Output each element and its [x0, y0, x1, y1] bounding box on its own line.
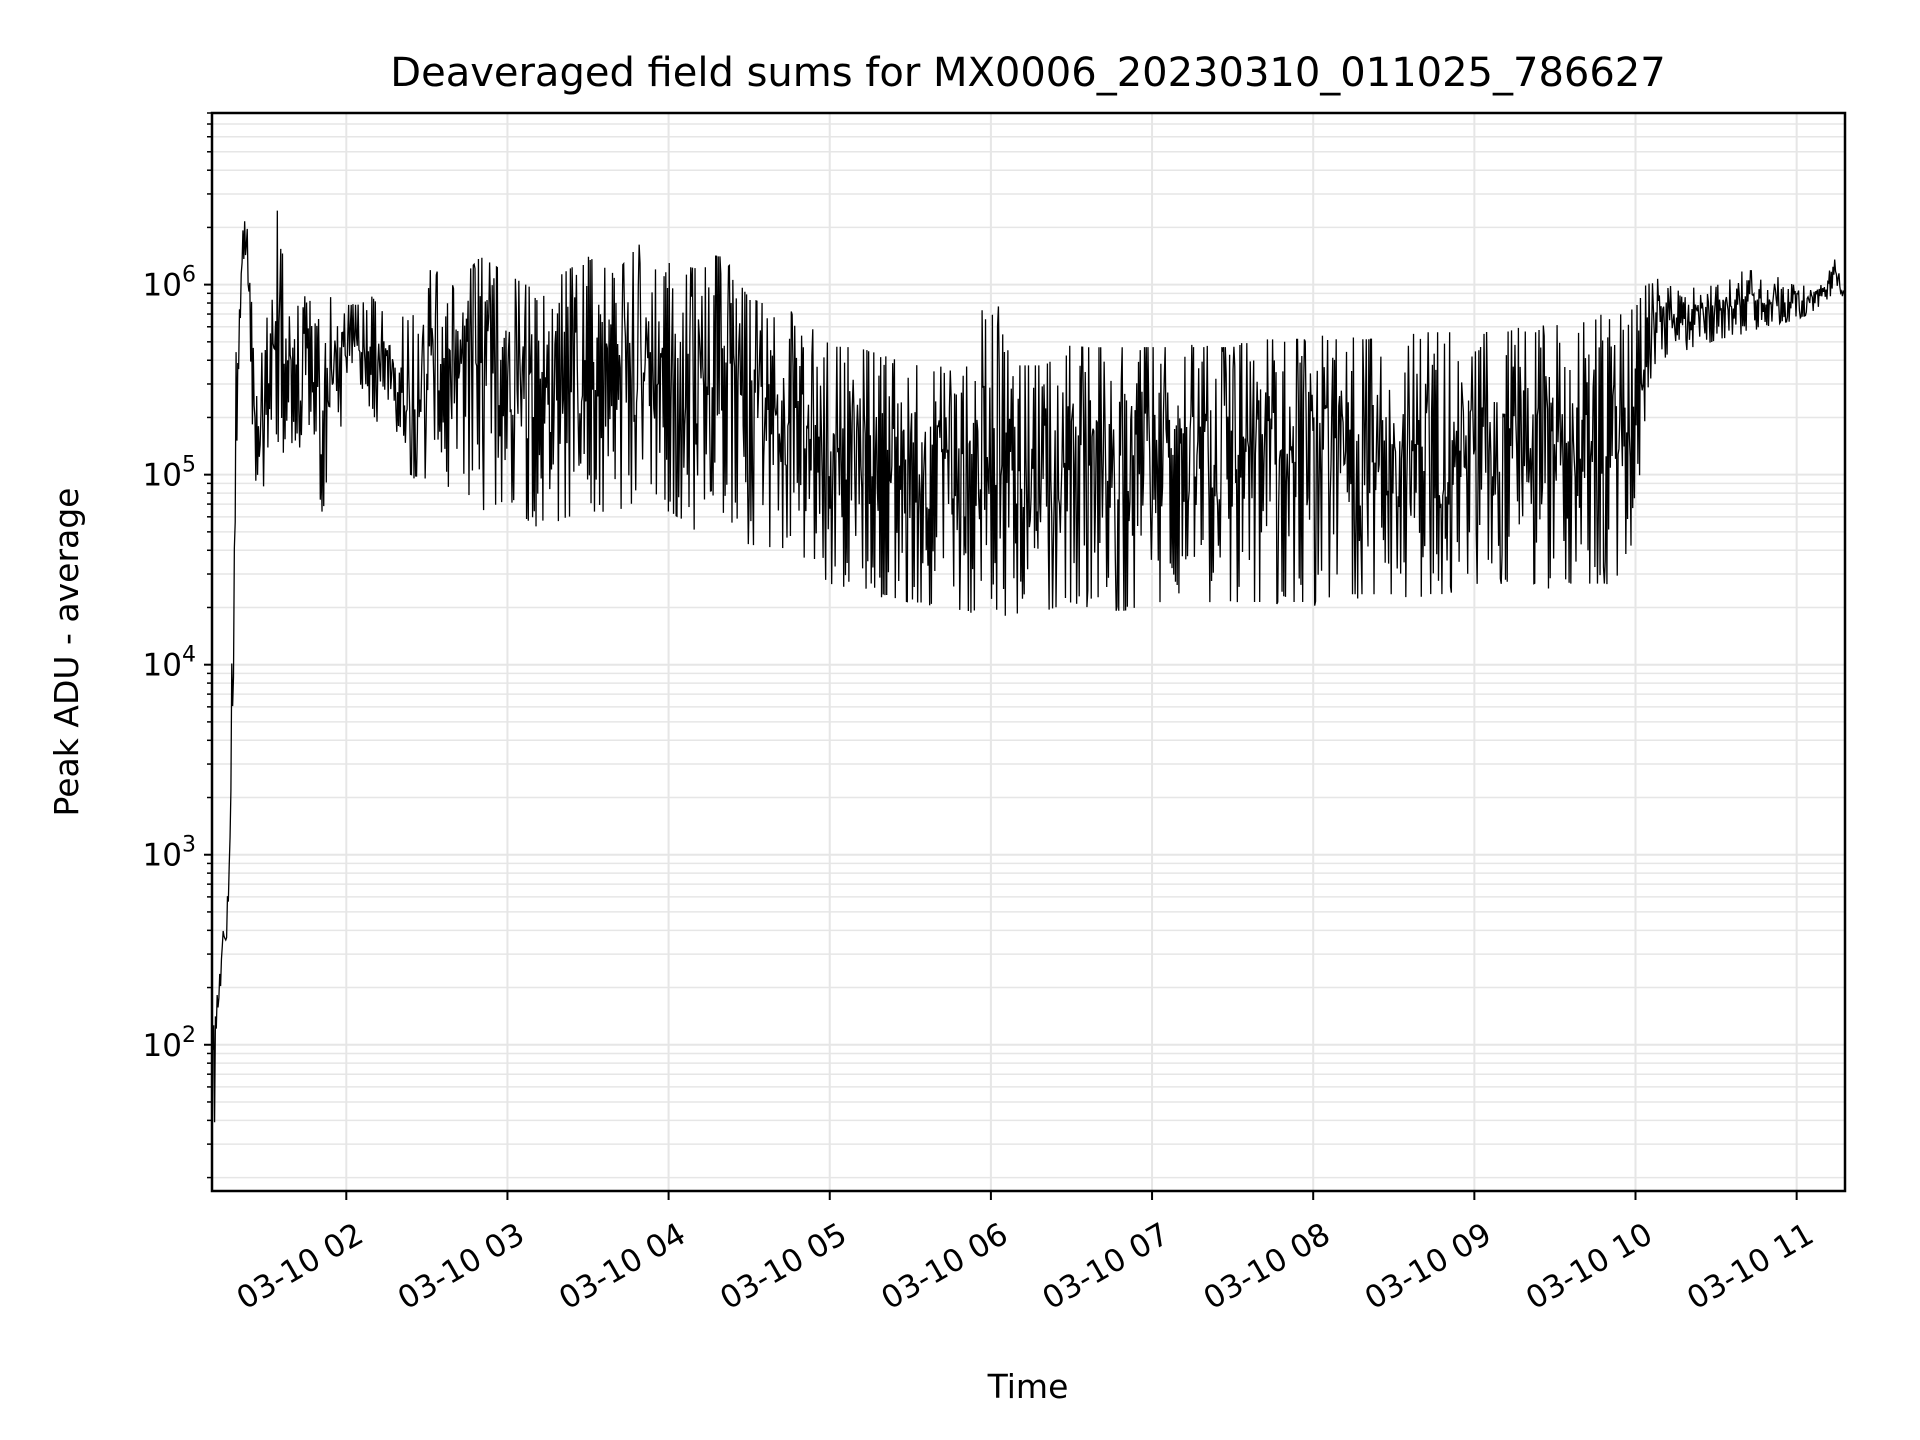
y-tick-label: 104	[143, 643, 196, 684]
x-axis-label: Time	[987, 1367, 1069, 1406]
series-layer	[211, 210, 1846, 1123]
major-gridlines	[212, 113, 1845, 1191]
y-tick-label: 106	[143, 263, 196, 304]
minor-gridlines	[212, 112, 1845, 1179]
y-axis-ticks: 102 103 104 105 106	[143, 112, 212, 1179]
chart-title: Deaveraged field sums for MX0006_2023031…	[390, 50, 1665, 96]
y-axis-label: Peak ADU - average	[47, 488, 86, 817]
y-tick-label: 103	[143, 833, 196, 874]
series-line	[211, 210, 1846, 1123]
y-tick-label: 105	[143, 453, 196, 494]
plot-frame	[210, 111, 1847, 1193]
y-tick-label: 102	[143, 1023, 196, 1064]
